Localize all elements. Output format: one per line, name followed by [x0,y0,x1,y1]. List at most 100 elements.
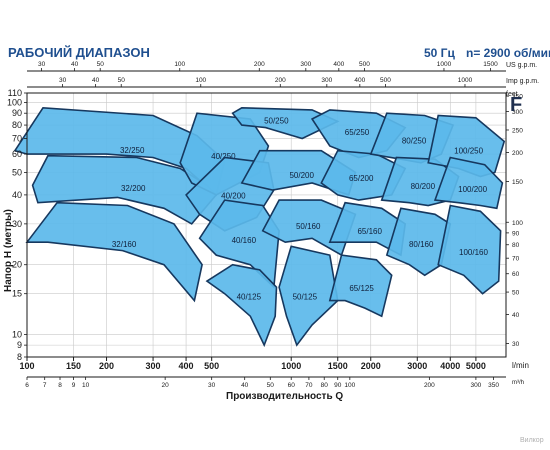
tick-label-x-us: 500 [359,61,370,68]
tick-label-x-us: 200 [254,61,265,68]
tick-label-y-m: 9 [17,340,22,350]
tick-label-x-lmin: 300 [146,361,161,371]
tick-label-x-m3h: 60 [288,382,296,389]
tick-label-y-m: 80 [12,120,22,130]
tick-label-y-ft: 60 [512,271,520,278]
tick-label-x-imp: 200 [275,77,286,84]
tick-label-x-m3h: 50 [267,382,275,389]
imp-gpm-unit: Imp g.p.m. [506,78,539,85]
tick-label-y-m: 60 [12,149,22,159]
tick-label-y-m: 30 [12,219,22,229]
tick-label-x-lmin: 1000 [281,361,301,371]
tick-label-x-lmin: 4000 [440,361,460,371]
tick-label-x-lmin: 200 [99,361,114,371]
zone-100-200 [433,156,504,210]
tick-label-y-ft: 300 [512,109,523,116]
tick-label-y-ft: 70 [512,256,520,263]
tick-label-x-m3h: 70 [305,382,313,389]
tick-label-y-ft: 200 [512,150,523,157]
zone-label: 65/160 [357,227,382,236]
tick-label-x-imp: 400 [354,77,365,84]
y-axis-label: Напор Н (метры) [3,209,14,292]
tick-label-x-imp: 40 [92,77,100,84]
zone-label: 50/200 [289,171,314,180]
tick-label-x-imp: 100 [195,77,206,84]
tick-label-x-lmin: 5000 [466,361,486,371]
zone-label: 40/160 [232,236,257,245]
tick-label-x-us: 30 [38,61,46,68]
tick-label-x-lmin: 1500 [328,361,348,371]
tick-label-x-m3h: 9 [72,382,76,389]
zone-label: 65/125 [349,284,374,293]
tick-label-y-m: 20 [12,260,22,270]
zone-40-125 [205,263,278,348]
m3h-unit: m³/h [512,380,524,386]
tick-label-x-us: 1500 [483,61,498,68]
zone-label: 65/200 [349,174,374,183]
zone-label: 80/200 [411,182,436,191]
tick-label-y-ft: 40 [512,312,520,319]
tick-label-x-m3h: 20 [162,382,170,389]
x-axis-label: Производительность Q [226,391,343,402]
zone-label: 40/250 [211,152,236,161]
tick-label-x-imp: 1000 [458,77,473,84]
tick-label-y-m: 100 [7,98,22,108]
tick-label-x-imp: 50 [118,77,126,84]
tick-label-y-m: 70 [12,134,22,144]
pump-zones: 32/250 32/200 32/160 40/250 40/200 40/160 40/1… [13,106,506,348]
family-letter: F [510,94,522,116]
tick-label-x-m3h: 80 [321,382,329,389]
zone-label: 32/200 [121,184,146,193]
tick-label-x-us: 1000 [437,61,452,68]
tick-label-x-imp: 300 [321,77,332,84]
tick-label-y-m: 50 [12,167,22,177]
tick-label-x-m3h: 90 [334,382,342,389]
zone-label: 80/250 [402,137,427,146]
zone-label: 80/160 [409,240,434,249]
tick-label-x-m3h: 350 [488,382,499,389]
zone-label: 40/125 [237,293,262,302]
tick-label-y-m: 40 [12,190,22,200]
tick-label-x-m3h: 100 [344,382,355,389]
zone-label: 50/250 [264,117,289,126]
tick-label-x-m3h: 300 [470,382,481,389]
tick-label-x-m3h: 10 [82,382,90,389]
us-gpm-unit: US g.p.m. [506,62,537,69]
tick-label-y-ft: 100 [512,220,523,227]
tick-label-y-ft: 350 [512,94,523,101]
tick-label-y-ft: 90 [512,230,520,237]
tick-label-x-us: 300 [300,61,311,68]
zone-label: 50/125 [293,293,318,302]
tick-label-y-ft: 150 [512,179,523,186]
tick-label-x-m3h: 7 [43,382,47,389]
tick-label-x-lmin: 2000 [361,361,381,371]
tick-label-x-m3h: 40 [241,382,249,389]
zone-32-160 [25,201,203,303]
axes: 100 150 200 300 400 500 1000 1500 2000 3000 4000 50… [7,61,523,389]
tick-label-x-lmin: 500 [204,361,219,371]
tick-label-x-lmin: 100 [19,361,34,371]
tick-label-x-us: 50 [97,61,105,68]
tick-label-x-us: 40 [71,61,79,68]
tick-label-x-imp: 500 [380,77,391,84]
tick-label-x-m3h: 200 [424,382,435,389]
watermark: Вилкор [520,437,544,444]
tick-label-y-m: 8 [17,352,22,362]
tick-label-y-m: 10 [12,330,22,340]
tick-label-x-us: 100 [174,61,185,68]
zone-label: 50/160 [296,222,321,231]
tick-label-x-lmin: 3000 [407,361,427,371]
tick-label-x-us: 400 [333,61,344,68]
tick-label-y-m: 110 [8,88,22,98]
zone-40-160 [198,199,280,289]
zone-label: 40/200 [221,191,246,200]
tick-label-y-ft: 50 [512,290,520,297]
tick-label-y-m: 15 [12,289,22,299]
zone-label: 65/250 [345,128,370,137]
tick-label-y-ft: 30 [512,341,520,348]
feet-unit: feet [506,91,518,98]
lmin-unit: l/min [512,361,529,370]
chart-title: РАБОЧИЙ ДИАПАЗОН [8,45,150,60]
tick-label-y-m: 90 [12,108,22,118]
zone-65-125 [328,254,393,318]
